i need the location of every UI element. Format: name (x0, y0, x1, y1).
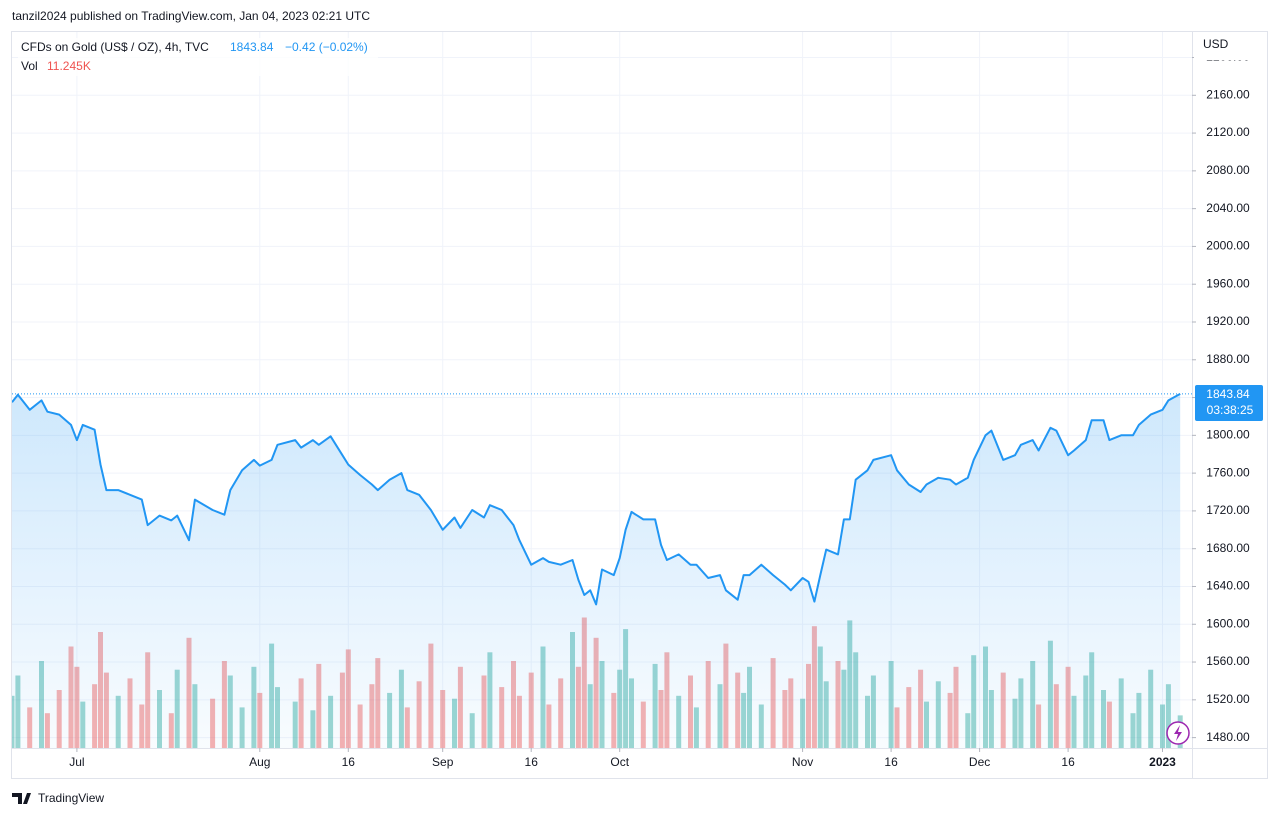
alert-icon[interactable] (1166, 721, 1190, 745)
y-tick-label: 1920.00 (1206, 314, 1250, 328)
brand-name: TradingView (38, 791, 104, 805)
x-tick-label: 16 (884, 755, 898, 769)
price-tag-box (1195, 385, 1263, 421)
x-tick-label: Jul (69, 755, 84, 769)
legend-bg (18, 38, 378, 76)
x-tick-label: 16 (1061, 755, 1075, 769)
y-tick-label: 1600.00 (1206, 616, 1250, 630)
x-tick-label: 16 (342, 755, 356, 769)
chart-frame (11, 31, 1268, 779)
x-tick-label: 16 (525, 755, 539, 769)
y-tick-label: 2120.00 (1206, 125, 1250, 139)
y-tick-label: 2000.00 (1206, 239, 1250, 253)
y-tick-label: 1520.00 (1206, 692, 1250, 706)
x-tick-label: 2023 (1149, 755, 1176, 769)
y-tick-label: 2080.00 (1206, 163, 1250, 177)
x-tick-label: Dec (969, 755, 990, 769)
price (12, 393, 1192, 748)
symbol: CFDs on Gold (US$ / OZ), 4h, TVC (21, 40, 209, 54)
x-tick-label: Oct (610, 755, 629, 769)
y-tick-label: 1800.00 (1206, 428, 1250, 442)
y-tick-label: 2160.00 (1206, 87, 1250, 101)
x-tick-label: Nov (792, 755, 813, 769)
volume-value: 11.245K (47, 59, 91, 73)
y-tick-label: 2040.00 (1206, 201, 1250, 215)
brand[interactable]: TradingView (12, 791, 104, 805)
published-note: tanzil2024 published on TradingView.com,… (12, 9, 370, 23)
y-tick-label: 1760.00 (1206, 465, 1250, 479)
countdown: 03:38:25 (1207, 403, 1254, 417)
x-tick-label: Sep (432, 755, 454, 769)
y-tick-label: 1560.00 (1206, 654, 1250, 668)
price-line (12, 393, 1181, 606)
y-tick-label: 1480.00 (1206, 730, 1250, 744)
price-tag-value: 1843.84 (1206, 387, 1250, 401)
y-tick-label: 1880.00 (1206, 352, 1250, 366)
volume-name: Vol (21, 59, 38, 73)
x-tick-label: Aug (249, 755, 270, 769)
price-tag: 1843.84 03:38:25 (1195, 385, 1263, 421)
y-tick-label: 1680.00 (1206, 541, 1250, 555)
y-tick-label: 1640.00 (1206, 579, 1250, 593)
currency: USD (1203, 37, 1229, 51)
price-change: −0.42 (−0.02%) (285, 40, 368, 54)
currency-bg (1194, 36, 1267, 60)
y-tick-label: 1720.00 (1206, 503, 1250, 517)
brand-logo (12, 793, 31, 804)
y-tick-label: 1960.00 (1206, 276, 1250, 290)
last-price: 1843.84 (230, 40, 274, 54)
area-fill (12, 393, 1181, 748)
